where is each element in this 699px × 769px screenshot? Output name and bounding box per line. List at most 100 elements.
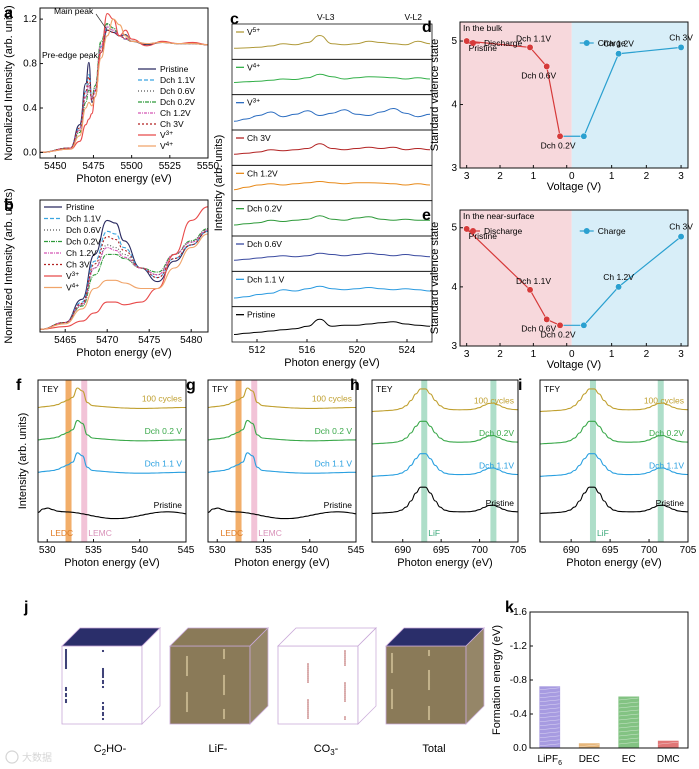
bar-hatch	[618, 741, 639, 745]
category-label: EC	[622, 754, 636, 765]
bar-hatch	[539, 723, 560, 727]
particle	[307, 703, 309, 705]
legend-label: Discharge	[484, 38, 523, 48]
particle	[390, 668, 394, 672]
particle	[185, 661, 189, 665]
y-tick-label: -1.6	[510, 607, 528, 618]
particle	[390, 662, 394, 666]
series-label: Dch 0.2 V	[315, 426, 353, 436]
sub-panel-label: Ch 3V	[247, 133, 271, 143]
bar	[657, 740, 679, 749]
bar-hatch	[618, 705, 639, 709]
bar-hatch	[539, 707, 560, 711]
particle	[307, 701, 309, 703]
y-tick-label: -1.2	[510, 641, 528, 652]
particle	[222, 686, 226, 690]
charge-point	[615, 283, 623, 291]
particle	[344, 658, 346, 660]
bar-hatch	[618, 697, 639, 701]
bar-hatch	[579, 744, 600, 747]
particle	[222, 692, 226, 696]
particle	[185, 671, 189, 675]
particle	[427, 717, 431, 721]
particle	[222, 678, 226, 682]
particle	[427, 651, 431, 655]
legend-sup: 4+	[253, 62, 261, 69]
spectrum-line	[539, 388, 689, 413]
sub-panel-label: Ch 1.2V	[247, 168, 278, 178]
spectrum-line	[371, 453, 519, 477]
x-tick-label: 3	[678, 349, 684, 360]
particle	[222, 708, 226, 712]
panel-h: h Pristine Dch 1.1V Dch 0.2V 100 cycles 690 69…	[350, 377, 527, 569]
legend-sup: 4+	[72, 283, 80, 290]
series-line-v3-	[39, 206, 209, 330]
x-axis-label-a: Photon energy (eV)	[76, 173, 171, 185]
x-tick-label: 540	[301, 545, 318, 556]
x-tick-label: 690	[394, 545, 411, 556]
x-axis-label: Photon energy (eV)	[64, 557, 159, 569]
particle	[390, 654, 394, 658]
panel-label-c: c	[230, 11, 239, 28]
spectrum-line	[37, 452, 186, 474]
series-label: 100 cycles	[312, 393, 352, 403]
particle	[64, 686, 68, 690]
particle	[222, 674, 226, 678]
point-label: Dch 0.2V	[541, 329, 576, 339]
plot-frame-b	[39, 199, 209, 333]
charge-point	[677, 233, 685, 241]
series-line-dch-0-2v	[39, 228, 209, 330]
plot-frame	[459, 21, 689, 169]
particle	[222, 688, 226, 692]
sub-panel-label: Pristine	[247, 310, 276, 320]
particle	[344, 660, 346, 662]
legend-label: Dch 1.1V	[160, 75, 195, 85]
particle	[307, 713, 309, 715]
particle	[390, 652, 394, 656]
particle	[427, 681, 431, 685]
legend-sup: 3+	[72, 271, 80, 278]
panel-label-a: a	[4, 5, 13, 22]
particle	[307, 709, 309, 711]
legend-sup: 5+	[253, 27, 261, 34]
particle	[344, 652, 346, 654]
particle	[390, 688, 394, 692]
annotation-pre-edge: Pre-edge peak	[42, 50, 99, 60]
bar-hatch	[618, 717, 639, 721]
particle	[185, 705, 189, 709]
bar-hatch	[618, 725, 639, 729]
particle	[101, 667, 105, 671]
y-tick-label: 4	[451, 100, 457, 111]
particle	[222, 676, 226, 680]
x-axis-label: Voltage (V)	[547, 359, 601, 371]
particle	[390, 698, 394, 702]
structure-label: CO3-	[314, 743, 339, 757]
charge-point	[615, 50, 623, 58]
series-label: Pristine	[154, 500, 183, 510]
series-label: Pristine	[324, 500, 353, 510]
particle	[222, 656, 226, 660]
x-tick-label: 5450	[44, 161, 67, 172]
y-tick-label: 5	[451, 223, 457, 234]
plot-frame	[459, 209, 689, 347]
annotation-main-peak: Main peak	[54, 6, 94, 16]
legend-label: Discharge	[484, 226, 523, 236]
x-tick-label: 5470	[96, 335, 119, 346]
particle	[307, 699, 309, 701]
series-line-v3-	[39, 13, 209, 153]
particle	[222, 652, 226, 656]
panel-label-k: k	[505, 599, 514, 616]
panel-label-b: b	[4, 197, 14, 214]
particle	[222, 710, 226, 714]
legend-sup: 3+	[253, 98, 261, 105]
legend-label: Pristine	[160, 64, 189, 74]
particle	[344, 662, 346, 664]
particle	[307, 715, 309, 717]
particle	[427, 713, 431, 717]
particle	[185, 669, 189, 673]
discharge-point	[556, 132, 564, 140]
series-label: 100 cycles	[644, 396, 684, 406]
particle	[344, 718, 346, 720]
x-tick-label: 700	[641, 545, 658, 556]
panel-j: j C2HO- LiF- CO3- Total	[23, 599, 485, 757]
